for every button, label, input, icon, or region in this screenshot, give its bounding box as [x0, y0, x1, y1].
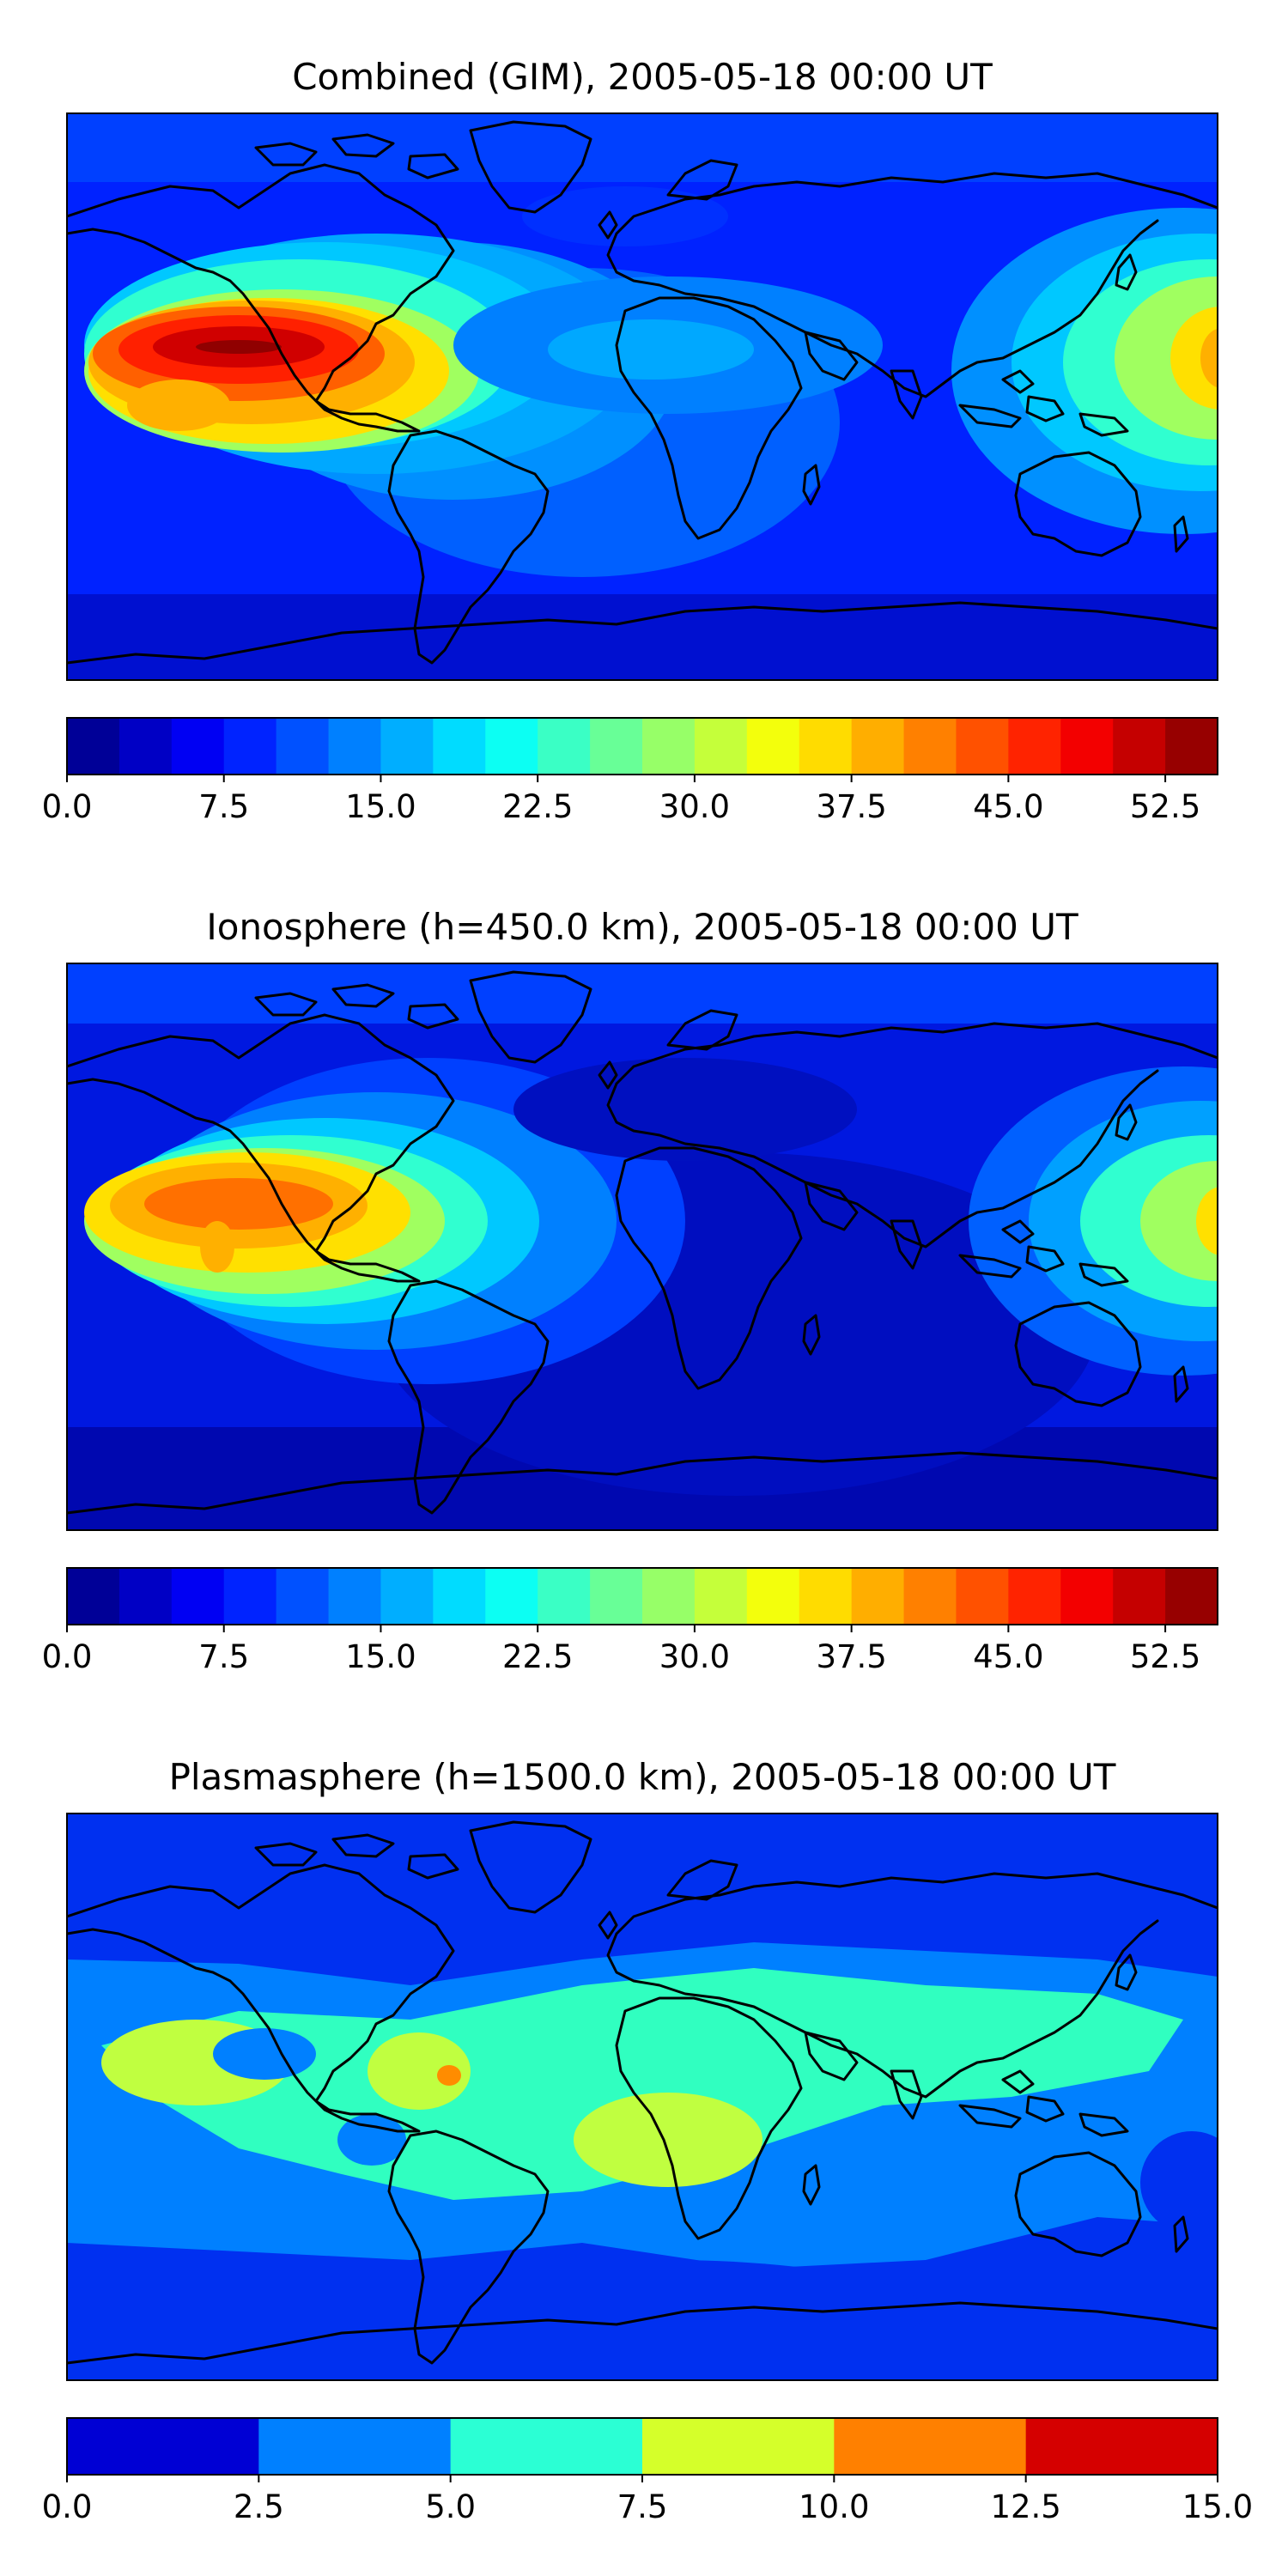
- colorbar-tick-label: 15.0: [1182, 2488, 1253, 2525]
- colorbar-bin: [485, 718, 538, 775]
- colorbar-bin: [276, 718, 330, 775]
- colorbar-bin: [171, 1568, 225, 1625]
- colorbar-bin: [590, 718, 643, 775]
- colorbar-bin: [799, 1568, 853, 1625]
- colorbar-tick-label: 10.0: [799, 2488, 869, 2525]
- colorbar-bin: [903, 1568, 957, 1625]
- colorbar-combined: 0.0 7.5 15.0 22.5 30.0 37.5 45.0 52.5: [42, 717, 1218, 825]
- colorbar-bin: [433, 718, 486, 775]
- colorbar-bin: [851, 1568, 905, 1625]
- colorbar-tick-label: 7.5: [617, 2488, 668, 2525]
- colorbar-bin: [380, 718, 434, 775]
- colorbar-bin: [450, 2418, 643, 2475]
- colorbar-bin: [171, 718, 225, 775]
- colorbar-bin: [67, 2418, 259, 2475]
- colorbar-bin: [799, 718, 853, 775]
- map-plasmasphere: [67, 1814, 1218, 2380]
- colorbar-tick-label: 7.5: [198, 1638, 249, 1675]
- colorbar-tick-label: 15.0: [345, 1638, 416, 1675]
- colorbar-tick-label: 30.0: [659, 788, 730, 825]
- map-ionosphere: [67, 963, 1218, 1530]
- colorbar-bin: [118, 1568, 173, 1625]
- colorbar-bin: [642, 718, 696, 775]
- colorbar-tick-label: 22.5: [502, 1638, 573, 1675]
- colorbar-tick-label: 37.5: [816, 1638, 886, 1675]
- colorbar-bin: [1060, 1568, 1114, 1625]
- colorbar-bin: [1008, 718, 1061, 775]
- colorbar-frame: [66, 717, 1218, 775]
- panel-2-title: Ionosphere (h=450.0 km), 2005-05-18 00:0…: [206, 906, 1078, 948]
- colorbar-bin: [1165, 718, 1218, 775]
- colorbar-bin: [67, 718, 120, 775]
- colorbar-bin: [956, 1568, 1009, 1625]
- colorbar-bin: [67, 1568, 120, 1625]
- colorbar-bin: [433, 1568, 486, 1625]
- colorbar-bin: [1165, 1568, 1218, 1625]
- colorbar-tick-label: 0.0: [42, 788, 93, 825]
- colorbar-bin: [328, 1568, 382, 1625]
- colorbar-tick-label: 22.5: [502, 788, 573, 825]
- colorbar-tick-label: 15.0: [345, 788, 416, 825]
- colorbar-bin: [1025, 2418, 1218, 2475]
- panel-1-title: Combined (GIM), 2005-05-18 00:00 UT: [292, 56, 993, 98]
- colorbar-bin: [118, 718, 173, 775]
- colorbar-bin: [223, 718, 277, 775]
- colorbar-bin: [1060, 718, 1114, 775]
- colorbar-bin: [903, 718, 957, 775]
- colorbar-bin: [642, 1568, 696, 1625]
- colorbar-tick-label: 45.0: [973, 788, 1043, 825]
- colorbar-tick-label: 7.5: [198, 788, 249, 825]
- colorbar-bin: [258, 2418, 452, 2475]
- colorbar-tick-label: 37.5: [816, 788, 886, 825]
- colorbar-bin: [694, 718, 748, 775]
- colorbar-tick-label: 52.5: [1130, 788, 1200, 825]
- colorbar-tick-label: 12.5: [990, 2488, 1060, 2525]
- colorbar-tick-label: 0.0: [42, 1638, 93, 1675]
- colorbar-bin: [694, 1568, 748, 1625]
- map-combined: [67, 113, 1218, 680]
- colorbar-bin: [1008, 1568, 1061, 1625]
- colorbar-tick-label: 0.0: [42, 2488, 93, 2525]
- colorbar-tick-label: 30.0: [659, 1638, 730, 1675]
- colorbar-bin: [380, 1568, 434, 1625]
- colorbar-tick-label: 5.0: [425, 2488, 476, 2525]
- colorbar-bin: [746, 718, 800, 775]
- panel-3-title: Plasmasphere (h=1500.0 km), 2005-05-18 0…: [169, 1756, 1116, 1798]
- colorbar-bin: [276, 1568, 330, 1625]
- colorbar-tick-label: 45.0: [973, 1638, 1043, 1675]
- colorbar-tick-label: 2.5: [234, 2488, 284, 2525]
- colorbar-bin: [328, 718, 382, 775]
- colorbar-ionosphere: 0.0 7.5 15.0 22.5 30.0 37.5 45.0 52.5: [42, 1567, 1218, 1675]
- colorbar-bin: [485, 1568, 538, 1625]
- colorbar-bin: [223, 1568, 277, 1625]
- colorbar-frame: [66, 1567, 1218, 1625]
- colorbar-bin: [746, 1568, 800, 1625]
- colorbar-bin: [538, 718, 591, 775]
- colorbar-bin: [956, 718, 1009, 775]
- colorbar-bin: [851, 718, 905, 775]
- colorbar-bin: [642, 2418, 835, 2475]
- colorbar-bin: [1113, 718, 1166, 775]
- colorbar-bin: [834, 2418, 1027, 2475]
- colorbar-bin: [590, 1568, 643, 1625]
- colorbar-bin: [1113, 1568, 1166, 1625]
- colorbar-tick-label: 52.5: [1130, 1638, 1200, 1675]
- colorbar-plasmasphere: 0.0 2.5 5.0 7.5 10.0 12.5 15.0: [42, 2417, 1253, 2525]
- colorbar-bin: [538, 1568, 591, 1625]
